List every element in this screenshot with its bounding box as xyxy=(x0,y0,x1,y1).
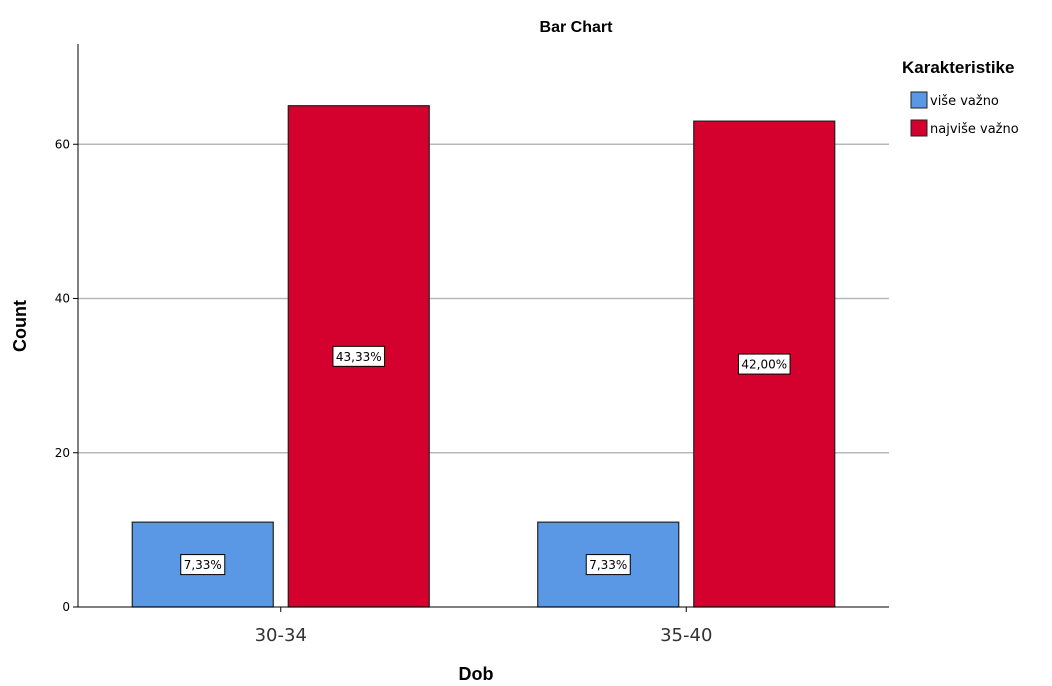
x-tick-label: 35-40 xyxy=(660,625,712,646)
y-tick-label: 20 xyxy=(55,446,70,460)
data-label: 7,33% xyxy=(589,558,627,572)
data-label-box xyxy=(737,353,791,375)
y-axis-title: Count xyxy=(10,300,30,352)
y-tick-label: 40 xyxy=(55,292,70,306)
legend-swatch xyxy=(910,119,928,137)
data-label: 42,00% xyxy=(741,358,787,372)
legend-label: više važno xyxy=(930,94,999,109)
legend-swatch xyxy=(910,91,928,109)
data-labels: 7,33% 43,33% 7,33% 42,00% xyxy=(180,345,791,576)
y-tick-label: 60 xyxy=(55,137,70,151)
data-label-box xyxy=(180,554,226,576)
chart-title: Bar Chart xyxy=(540,19,614,36)
data-label-box xyxy=(332,345,386,367)
legend-label: najviše važno xyxy=(930,122,1019,137)
data-label: 43,33% xyxy=(336,350,382,364)
data-label-box xyxy=(585,554,631,576)
legend-title: Karakteristike xyxy=(902,58,1014,77)
axes: 0 20 40 60 30-34 35-40 xyxy=(55,44,889,646)
x-axis-title: Dob xyxy=(459,664,494,684)
y-tick-label: 0 xyxy=(62,600,70,614)
x-tick-label: 30-34 xyxy=(255,625,307,646)
bars xyxy=(131,105,836,608)
data-label: 7,33% xyxy=(184,558,222,572)
legend: Karakteristike više važno najviše važno xyxy=(902,58,1019,137)
